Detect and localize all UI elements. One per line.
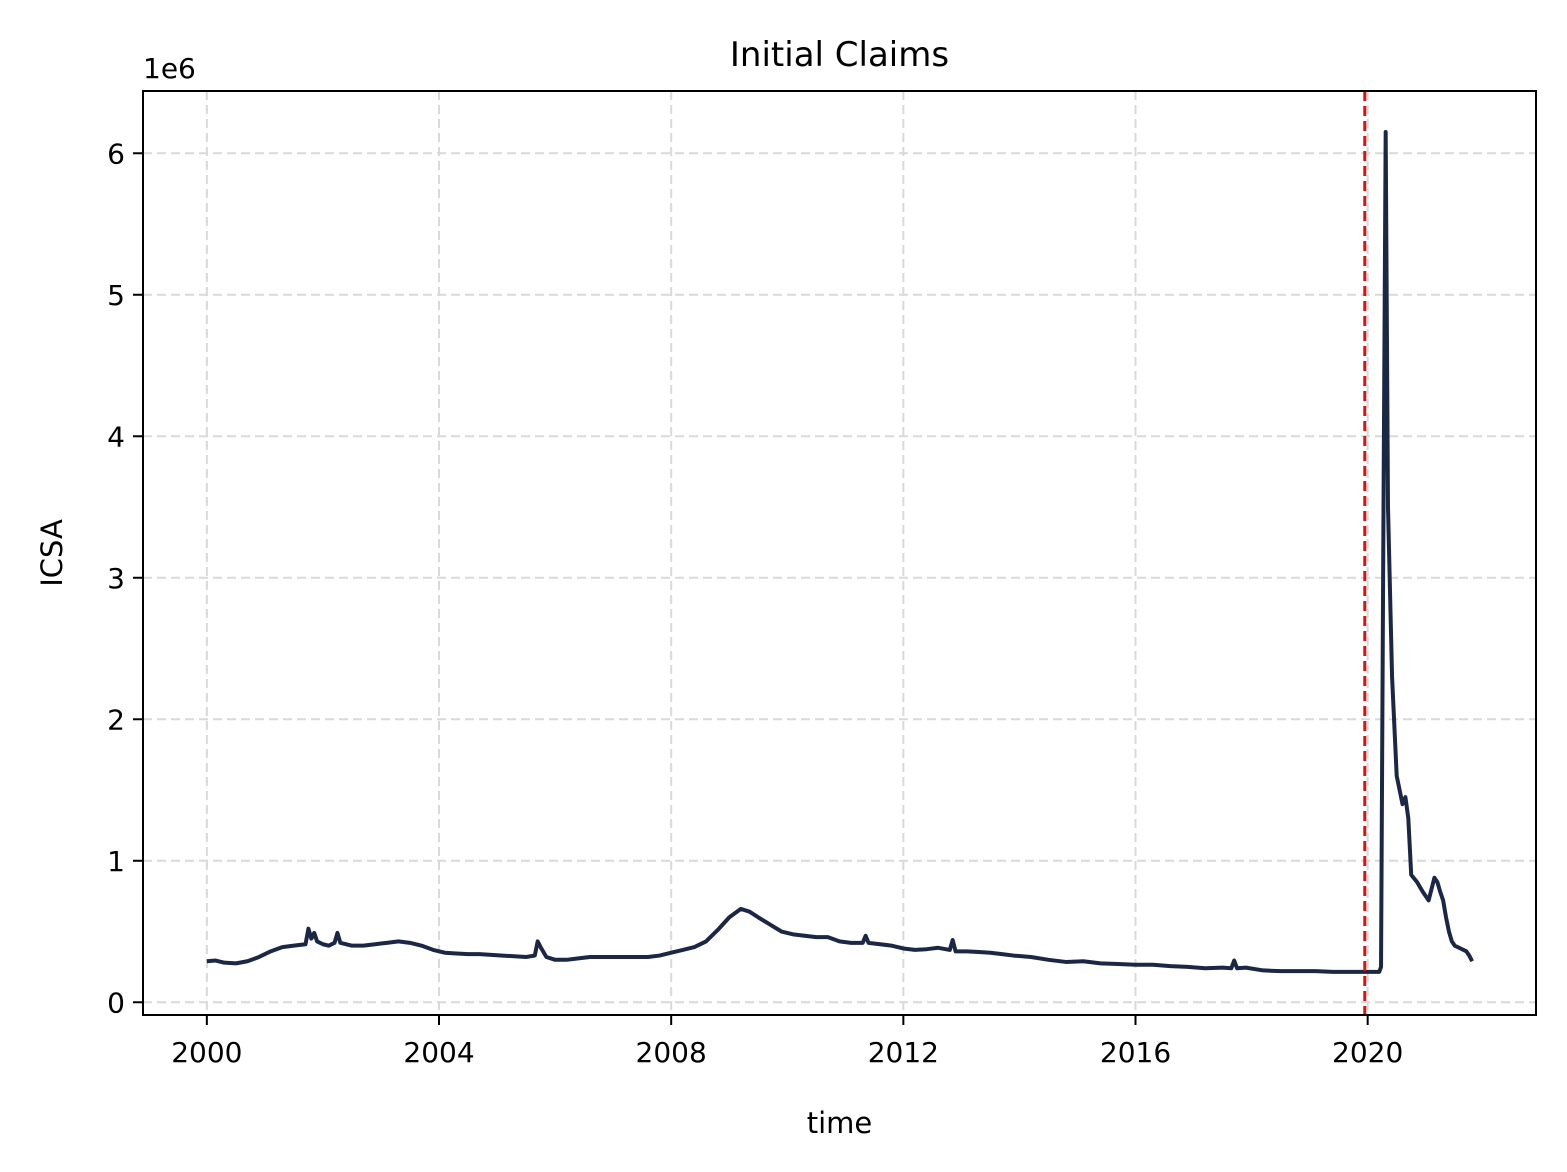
x-tick-label: 2012	[868, 1036, 939, 1069]
y-tick-label: 1	[107, 845, 125, 878]
x-tick-label: 2020	[1332, 1036, 1403, 1069]
y-tick-label: 3	[107, 562, 125, 595]
grid	[143, 91, 1536, 1015]
x-axis-title: time	[807, 1106, 873, 1140]
y-axis: 0 1 2 3 4 5 6	[107, 137, 143, 1019]
x-axis: 2000 2004 2008 2012 2016 2020	[171, 1015, 1403, 1069]
y-tick-label: 6	[107, 137, 125, 170]
plot-frame	[142, 90, 1537, 1016]
chart-title: Initial Claims	[730, 35, 949, 75]
series-line-icsa	[206, 130, 1474, 974]
x-tick-label: 2016	[1100, 1036, 1171, 1069]
x-tick-label: 2004	[403, 1036, 474, 1069]
y-tick-label: 0	[107, 986, 125, 1019]
x-tick-label: 2000	[171, 1036, 242, 1069]
y-axis-offset-label: 1e6	[143, 52, 196, 85]
plot-area	[206, 91, 1474, 1015]
y-tick-label: 2	[107, 703, 125, 736]
y-tick-label: 5	[107, 279, 125, 312]
y-tick-label: 4	[107, 420, 125, 453]
x-tick-label: 2008	[636, 1036, 707, 1069]
y-axis-title: ICSA	[35, 519, 69, 587]
